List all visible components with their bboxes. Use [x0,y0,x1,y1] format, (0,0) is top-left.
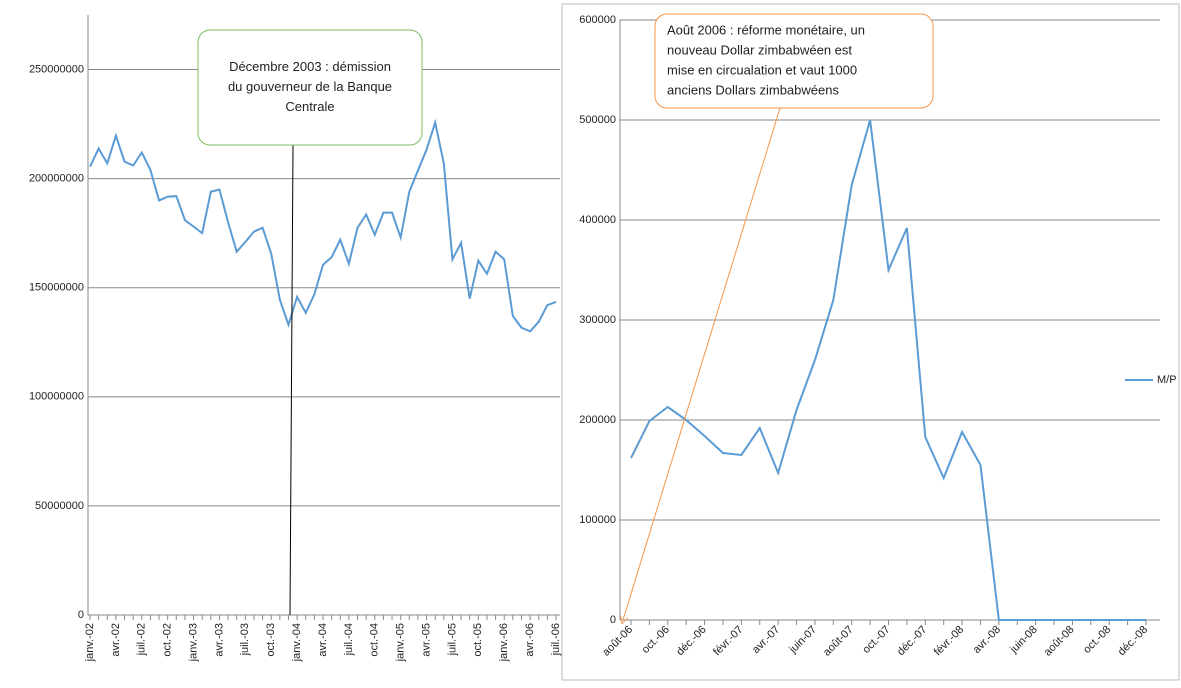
y-tick-label: 100000000 [29,391,84,403]
x-tick-label: févr.-07 [711,624,745,658]
y-tick-label: 200000000 [29,173,84,185]
annotation-box [654,13,934,109]
annotation-text: du gouverneur de la Banque [228,79,392,94]
x-tick-label: oct.-04 [369,623,381,657]
x-tick-label: févr.-08 [932,624,966,658]
annotation-box [197,29,423,146]
y-tick-label: 400000 [579,214,616,226]
x-tick-label: janv.-05 [395,623,407,662]
legend-label: M/P [1157,374,1177,386]
x-tick-label: oct.-02 [162,623,174,657]
annotation-text: Décembre 2003 : démission [229,59,391,74]
x-tick-label: avr.-06 [524,623,536,657]
x-tick-label: oct.-05 [472,623,484,657]
annotation-text: anciens Dollars zimbabwéens [667,82,839,97]
x-tick-label: juin-07 [787,624,820,657]
x-tick-label: oct.-07 [860,624,892,656]
y-tick-label: 0 [610,614,616,626]
x-tick-label: oct.-08 [1081,624,1113,656]
y-tick-label: 0 [78,609,84,621]
x-tick-label: oct.-03 [265,623,277,657]
y-tick-label: 200000 [579,414,616,426]
annotation-text: Août 2006 : réforme monétaire, un [667,22,865,37]
data-line [630,119,1146,621]
x-tick-label: déc.-08 [1116,624,1150,658]
y-tick-label: 50000000 [35,500,84,512]
x-tick-label: janv.-02 [84,623,96,662]
x-tick-label: juin-08 [1007,624,1040,657]
x-tick-label: juil.-03 [239,623,251,656]
x-tick-label: avr.-05 [420,623,432,657]
x-tick-label: août-08 [1042,624,1077,659]
x-tick-label: oct.-06 [640,624,672,656]
y-tick-label: 250000000 [29,63,84,75]
y-tick-label: 500000 [579,114,616,126]
x-tick-label: juil.-02 [136,623,148,656]
annotation-text: nouveau Dollar zimbabwéen est [667,42,852,57]
x-tick-label: avr.-03 [213,623,225,657]
y-tick-label: 300000 [579,314,616,326]
annotation-leader [623,107,781,620]
data-line [89,118,557,333]
x-tick-label: déc.-06 [674,624,708,658]
x-tick-label: janv.-04 [291,623,303,662]
x-tick-label: avr.-02 [110,623,122,657]
x-tick-label: janv.-06 [498,623,510,662]
y-tick-label: 150000000 [29,282,84,294]
x-tick-label: août-07 [821,624,856,659]
x-tick-label: avr.-08 [971,624,1003,656]
x-tick-label: avr.-07 [750,624,782,656]
x-tick-label: juil.-05 [446,623,458,656]
x-tick-label: avr.-04 [317,623,329,657]
x-tick-label: juil.-04 [343,623,355,656]
x-tick-label: déc.-07 [895,624,929,658]
annotation-text: Centrale [285,99,334,114]
x-tick-label: août-06 [600,624,635,659]
y-tick-label: 600000 [579,14,616,26]
x-tick-label: juil.-06 [550,623,562,656]
y-tick-label: 100000 [579,514,616,526]
x-tick-label: janv.-03 [187,623,199,662]
chart-frame [561,3,1180,681]
annotation-text: mise en circualation et vaut 1000 [667,62,857,77]
annotation-leader [289,144,294,616]
